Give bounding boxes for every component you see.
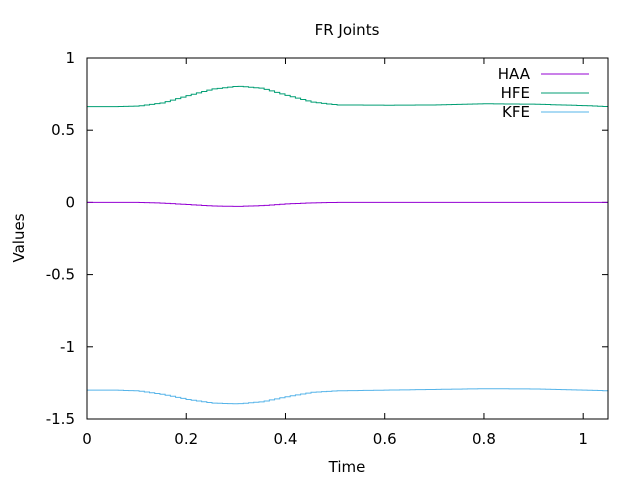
- x-tick-label: 1: [578, 430, 588, 448]
- series-line-kfe: [87, 388, 609, 405]
- plot-frame: [86, 57, 609, 420]
- y-tick-label: 1: [65, 49, 75, 67]
- series-lines: [87, 85, 609, 405]
- y-tick-label: -0.5: [46, 266, 75, 284]
- legend-label-kfe: KFE: [502, 103, 530, 121]
- y-tick-label: 0: [65, 193, 75, 211]
- y-tick-label: -1: [60, 338, 75, 356]
- x-axis-label: Time: [328, 458, 366, 476]
- x-tick-label: 0.8: [472, 430, 496, 448]
- series-line-haa: [87, 201, 608, 207]
- legend-label-hfe: HFE: [501, 84, 530, 102]
- y-tick-label: -1.5: [46, 410, 75, 428]
- x-tick-label: 0.6: [373, 430, 397, 448]
- y-tick-label: 0.5: [51, 121, 75, 139]
- chart-title: FR Joints: [315, 21, 380, 39]
- x-tick-label: 0.2: [174, 430, 198, 448]
- ticks: 0 0.2 0.4 0.6 0.8 1 -1.5 -1 -0.5 0 0.5 1: [46, 49, 608, 448]
- y-axis-label: Values: [10, 213, 28, 262]
- x-tick-label: 0.4: [274, 430, 298, 448]
- x-tick-label: 0: [82, 430, 92, 448]
- legend-label-haa: HAA: [498, 65, 531, 83]
- series-line-hfe: [87, 85, 609, 108]
